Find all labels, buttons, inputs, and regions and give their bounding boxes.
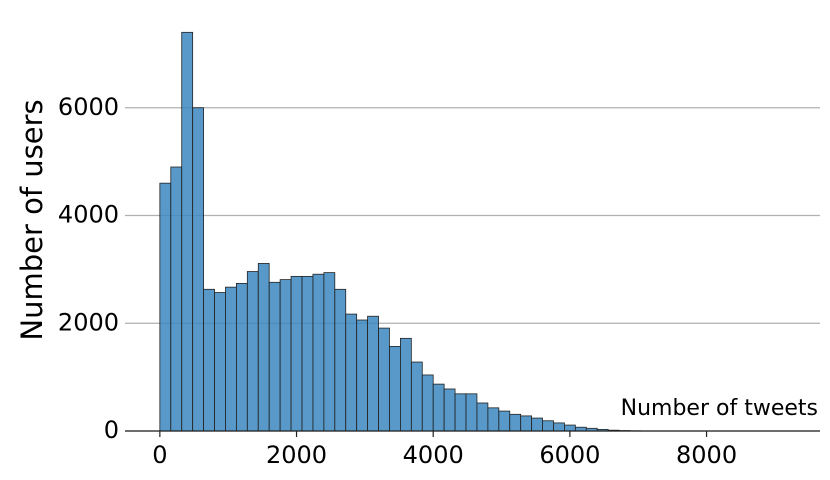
bar	[312, 273, 325, 432]
bar	[553, 422, 565, 432]
bar	[476, 402, 489, 432]
y-tick-label: 0	[104, 416, 119, 444]
y-tick-label: 2000	[58, 308, 119, 336]
bar	[192, 107, 204, 432]
bar	[214, 292, 226, 432]
bar	[400, 337, 412, 432]
bar	[378, 327, 390, 432]
bar	[542, 420, 554, 432]
bar	[181, 31, 194, 432]
bar	[159, 182, 172, 432]
y-axis-label: Number of users	[15, 99, 49, 340]
x-tick-label: 0	[152, 441, 167, 469]
bar	[268, 281, 281, 432]
bar	[498, 410, 511, 432]
bar	[432, 383, 445, 432]
bar	[421, 374, 434, 432]
bar	[367, 315, 379, 432]
bar	[410, 361, 423, 432]
bar	[465, 393, 478, 432]
x-tick-label: 2000	[266, 441, 327, 469]
bar	[279, 279, 292, 432]
bar	[345, 313, 358, 432]
bar	[520, 415, 533, 432]
bar	[356, 319, 369, 432]
bar	[225, 286, 237, 432]
y-tick-label: 4000	[58, 201, 119, 229]
bar	[564, 424, 576, 432]
x-tick-label: 4000	[403, 441, 464, 469]
bar	[301, 275, 314, 432]
bar	[290, 275, 303, 432]
bar	[323, 272, 336, 432]
x-axis-label: Number of tweets	[621, 396, 818, 421]
bar	[389, 346, 401, 432]
bar	[170, 166, 183, 432]
bar	[531, 417, 543, 432]
x-tick-label: 8000	[676, 441, 737, 469]
x-tick-label: 6000	[539, 441, 600, 469]
bar	[257, 263, 270, 432]
y-tick-label: 6000	[58, 93, 119, 121]
bar	[454, 393, 467, 432]
bar	[246, 271, 259, 432]
bar	[235, 282, 248, 432]
bar	[443, 388, 456, 432]
bar	[203, 288, 215, 432]
bar	[487, 407, 500, 432]
bar	[334, 288, 347, 432]
bar	[509, 413, 522, 432]
